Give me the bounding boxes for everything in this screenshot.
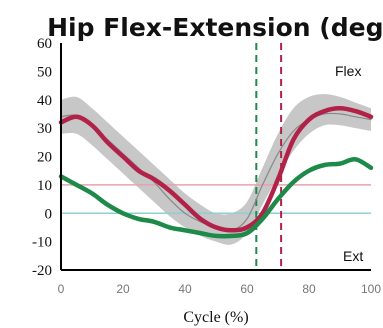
x-tick-label: 40 <box>178 282 192 296</box>
y-tick-label: 40 <box>37 93 52 109</box>
x-tick-label: 60 <box>240 282 254 296</box>
x-axis-label: Cycle (%) <box>183 309 248 326</box>
chart-title: Hip Flex-Extension (deg) <box>47 13 383 42</box>
y-tick-label: 60 <box>37 36 52 52</box>
y-tick-label: 30 <box>37 121 52 137</box>
x-tick-label: 80 <box>302 282 316 296</box>
y-tick-label: -20 <box>32 263 52 279</box>
band-layer <box>61 94 371 245</box>
ext-annotation: Ext <box>343 248 363 264</box>
series-lines <box>58 106 374 239</box>
y-tick-label: 50 <box>37 64 52 80</box>
y-tick-label: -10 <box>32 235 52 251</box>
y-tick-label: 20 <box>37 150 52 166</box>
x-tick-label: 20 <box>116 282 130 296</box>
y-tick-label: 10 <box>37 178 52 194</box>
reference-lines <box>61 43 371 270</box>
axes <box>60 43 371 271</box>
y-tick-label: 0 <box>45 206 53 222</box>
series-line-green_side <box>58 156 374 239</box>
flex-annotation: Flex <box>335 63 361 79</box>
x-tick-label: 100 <box>361 282 381 296</box>
normal-band <box>61 94 371 245</box>
x-tick-label: 0 <box>58 282 65 296</box>
series-line-red_side <box>58 106 374 233</box>
